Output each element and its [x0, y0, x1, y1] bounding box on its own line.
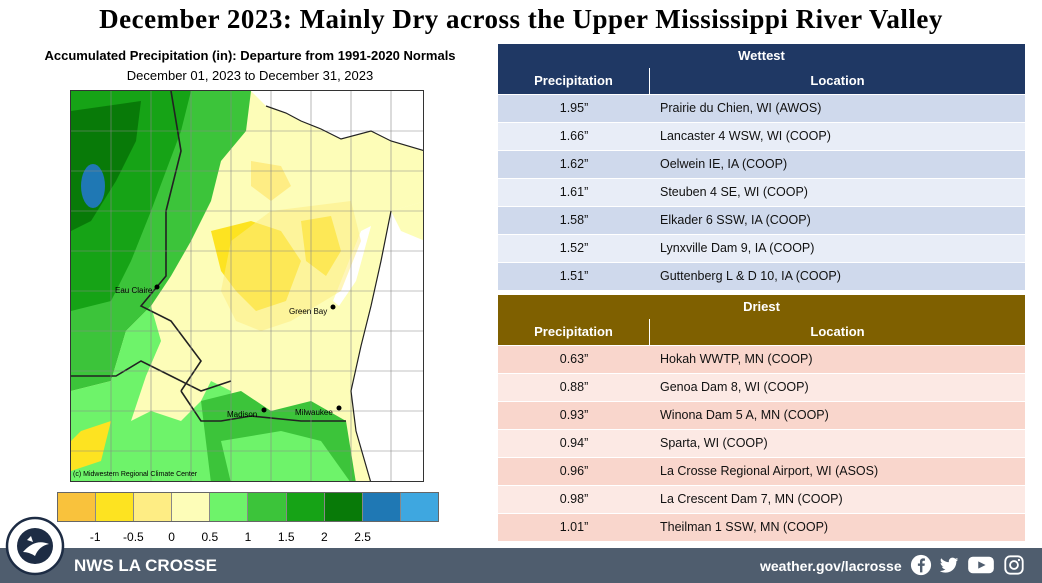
page-title: December 2023: Mainly Dry across the Upp… [99, 4, 943, 34]
table-row: 1.61” Steuben 4 SE, WI (COOP) [498, 178, 1025, 206]
legend-label: 1 [244, 530, 252, 544]
precip-value: 0.98” [559, 492, 589, 506]
table-row: 0.93” Winona Dam 5 A, MN (COOP) [498, 401, 1025, 429]
table-row: 0.98” La Crescent Dam 7, MN (COOP) [498, 485, 1025, 513]
location-name: Sparta, WI (COOP) [660, 436, 768, 450]
location-name: Winona Dam 5 A, MN (COOP) [660, 408, 829, 422]
driest-title: Driest [498, 295, 1025, 319]
precip-value: 0.63” [559, 352, 589, 366]
location-name: Guttenberg L & D 10, IA (COOP) [660, 269, 841, 283]
office-name: NWS LA CROSSE [74, 556, 217, 575]
location-name: La Crescent Dam 7, MN (COOP) [660, 492, 843, 506]
table-row: 0.63” Hokah WWTP, MN (COOP) [498, 345, 1025, 373]
map-title: Accumulated Precipitation (in): Departur… [44, 48, 456, 63]
color-legend [57, 492, 439, 522]
precip-value: 0.88” [559, 380, 589, 394]
column-header-precipitation: Precipitation [498, 319, 650, 345]
map-date-range: December 01, 2023 to December 31, 2023 [126, 68, 374, 83]
precip-value: 0.96” [559, 464, 589, 478]
driest-rows: 0.63” Hokah WWTP, MN (COOP) 0.88” Genoa Da… [498, 345, 1025, 541]
facebook-icon[interactable] [910, 554, 932, 576]
legend-swatch [58, 493, 97, 521]
legend-swatch [324, 493, 363, 521]
precip-value: 0.93” [559, 408, 589, 422]
legend-swatch [172, 493, 211, 521]
location-name: Prairie du Chien, WI (AWOS) [660, 101, 822, 115]
precip-value: 1.95” [559, 101, 589, 115]
legend-swatch [248, 493, 287, 521]
precip-value: 1.66” [559, 129, 589, 143]
location-name: Oelwein IE, IA (COOP) [660, 157, 788, 171]
wettest-rows: 1.95” Prairie du Chien, WI (AWOS) 1.66” La… [498, 94, 1025, 290]
city-label-green-bay: Green Bay [289, 307, 328, 316]
precip-value: 1.52” [559, 241, 589, 255]
legend-swatch [362, 493, 401, 521]
location-name: Lynxville Dam 9, IA (COOP) [660, 241, 815, 255]
table-row: 0.96” La Crosse Regional Airport, WI (ASO… [498, 457, 1025, 485]
wettest-title: Wettest [498, 44, 1025, 68]
legend-label: 1.5 [277, 530, 295, 544]
table-row: 1.58” Elkader 6 SSW, IA (COOP) [498, 206, 1025, 234]
legend-swatch [210, 493, 249, 521]
table-row: 1.66” Lancaster 4 WSW, WI (COOP) [498, 122, 1025, 150]
table-row: 0.88” Genoa Dam 8, WI (COOP) [498, 373, 1025, 401]
website-link[interactable]: weather.gov/lacrosse [760, 558, 902, 574]
youtube-icon[interactable] [966, 554, 996, 576]
precip-value: 1.61” [559, 185, 589, 199]
map-credit: (c) Midwestern Regional Climate Center [73, 471, 198, 478]
table-row: 1.62” Oelwein IE, IA (COOP) [498, 150, 1025, 178]
legend-swatch [96, 493, 135, 521]
location-name: La Crosse Regional Airport, WI (ASOS) [660, 464, 879, 478]
twitter-icon[interactable] [938, 554, 960, 576]
legend-label: -1 [89, 530, 101, 544]
legend-label: 2.5 [354, 530, 371, 544]
precip-value: 1.62” [559, 157, 589, 171]
location-name: Elkader 6 SSW, IA (COOP) [660, 213, 811, 227]
legend-label: 0 [168, 530, 175, 544]
legend-label: 2 [321, 530, 328, 544]
footer-bar: NWS LA CROSSE weather.gov/lacrosse [0, 548, 1042, 583]
legend-swatch [400, 493, 438, 521]
city-label-milwaukee: Milwaukee [295, 408, 333, 417]
precipitation-map: Eau Claire Green Bay Madison Milwaukee (… [70, 90, 424, 482]
column-header-location: Location [810, 324, 865, 339]
location-name: Theilman 1 SSW, MN (COOP) [660, 520, 829, 534]
precip-value: 1.58” [559, 213, 589, 227]
column-header-location: Location [810, 73, 865, 88]
map-graphic [71, 91, 423, 481]
location-name: Genoa Dam 8, WI (COOP) [660, 380, 809, 394]
legend-labels: -1 -0.5 0 0.5 1 1.5 2 2.5 [57, 530, 439, 544]
legend-label: 0.5 [201, 530, 219, 544]
precip-value: 1.51” [559, 269, 589, 283]
instagram-icon[interactable] [1003, 554, 1025, 576]
column-header-precipitation: Precipitation [498, 68, 650, 94]
city-label-madison: Madison [227, 410, 258, 419]
legend-swatch [286, 493, 325, 521]
location-name: Hokah WWTP, MN (COOP) [660, 352, 813, 366]
precip-value: 1.01” [559, 520, 589, 534]
table-row: 1.52” Lynxville Dam 9, IA (COOP) [498, 234, 1025, 262]
wettest-table: Wettest Precipitation Location 1.95” Prai… [498, 44, 1025, 290]
legend-swatch [134, 493, 173, 521]
table-row: 1.95” Prairie du Chien, WI (AWOS) [498, 94, 1025, 122]
nws-logo-icon [5, 516, 65, 576]
location-name: Lancaster 4 WSW, WI (COOP) [660, 129, 831, 143]
table-row: 1.01” Theilman 1 SSW, MN (COOP) [498, 513, 1025, 541]
table-row: 1.51” Guttenberg L & D 10, IA (COOP) [498, 262, 1025, 290]
driest-table: Driest Precipitation Location 0.63” Hokah… [498, 295, 1025, 541]
city-label-eau-claire: Eau Claire [115, 286, 153, 295]
driest-header-row: Precipitation Location [498, 319, 1025, 345]
table-row: 0.94” Sparta, WI (COOP) [498, 429, 1025, 457]
precip-value: 0.94” [559, 436, 589, 450]
location-name: Steuben 4 SE, WI (COOP) [660, 185, 808, 199]
legend-label: -0.5 [123, 530, 144, 544]
wettest-header-row: Precipitation Location [498, 68, 1025, 94]
